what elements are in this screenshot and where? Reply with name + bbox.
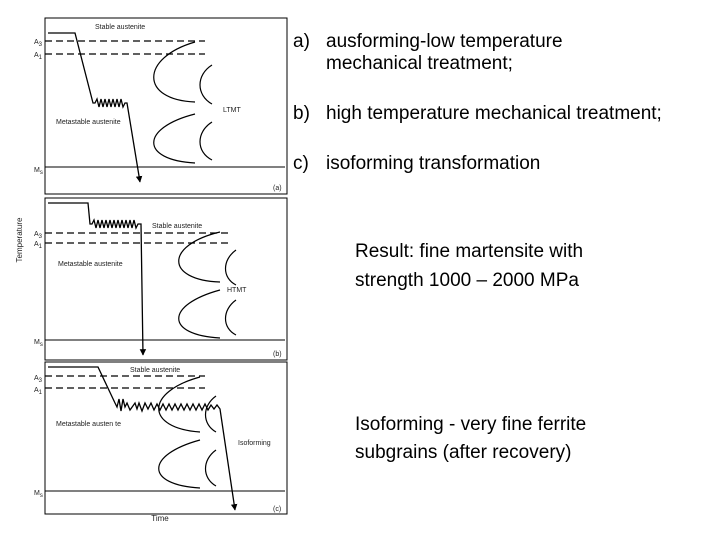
panel-b-cooling-path <box>48 202 147 356</box>
panel-b-meta-label: Metastable austenite <box>58 261 123 268</box>
panel-a-c-curve-inner-2 <box>199 121 213 161</box>
panel-b-ms: Ms <box>34 339 43 348</box>
panel-a-meta-label: Metastable austenite <box>56 119 121 126</box>
list-item-c-line1: isoforming transformation <box>326 153 541 174</box>
y-axis-label: Temperature <box>15 217 24 262</box>
panel-a-c-curve-outer-1 <box>153 41 196 103</box>
list-item-b: b) high temperature mechanical treatment… <box>293 103 662 125</box>
list-item-c-letter: c) <box>293 153 309 174</box>
panel-c-c-curve-inner-2 <box>204 449 217 487</box>
panel-c-a1: A1 <box>34 387 43 396</box>
isoforming-line2: subgrains (after recovery) <box>355 442 572 463</box>
list-item-c: c) isoforming transformation <box>293 153 662 175</box>
panel-b-a1: A1 <box>34 241 43 250</box>
list-item-a-line1: ausforming-low temperature <box>326 31 563 52</box>
panel-a-a1: A1 <box>34 52 43 61</box>
panel-c-a3: A3 <box>34 375 43 384</box>
panel-b-tag: (b) <box>273 351 282 358</box>
panel-a-process-label: LTMT <box>223 107 241 114</box>
panel-c-process-label: Isoforming <box>238 440 271 447</box>
panel-b: Stable austenite A3 A1 Ms Metastable aus… <box>34 197 288 361</box>
x-axis-label: Time <box>151 514 169 523</box>
panel-a-cooling-path <box>48 32 143 183</box>
panel-c-cooling-path <box>48 366 238 511</box>
panel-c-c-curve-inner-1 <box>204 395 217 433</box>
list-item-a-letter: a) <box>293 31 310 52</box>
panel-b-a3: A3 <box>34 231 43 240</box>
ttt-diagram: Temperature Time Stable austenite A3 A1 … <box>15 17 288 523</box>
list-item-a-line2: mechanical treatment; <box>326 53 513 74</box>
result-line1: Result: fine martensite with <box>355 241 584 262</box>
panel-a-ms: Ms <box>34 167 43 176</box>
result-line2: strength 1000 – 2000 MPa <box>355 270 579 291</box>
panel-b-process-label: HTMT <box>227 287 247 294</box>
process-list: a) ausforming-low temperature mechanical… <box>293 31 662 175</box>
list-item-b-letter: b) <box>293 103 310 124</box>
panel-a-c-curve-outer-2 <box>153 113 196 164</box>
panel-a-a3: A3 <box>34 39 43 48</box>
panel-b-c-curve-outer-1 <box>178 231 221 283</box>
panel-c-top-label: Stable austenite <box>130 367 180 374</box>
panel-b-c-curve-inner-1 <box>224 249 237 286</box>
panel-a: Stable austenite A3 A1 Ms Metastable aus… <box>34 17 288 195</box>
result-text: Result: fine martensite with strength 10… <box>355 237 583 295</box>
isoforming-line1: Isoforming - very fine ferrite <box>355 414 587 435</box>
panel-b-c-curve-inner-2 <box>224 299 237 336</box>
panel-b-top-label: Stable austenite <box>152 223 202 230</box>
panel-c-tag: (c) <box>273 506 281 513</box>
list-item-a: a) ausforming-low temperature mechanical… <box>293 31 662 75</box>
list-item-b-line1: high temperature mechanical treatment; <box>326 103 662 124</box>
panel-c-c-curve-outer-2 <box>158 439 201 489</box>
isoforming-text: Isoforming - very fine ferrite subgrains… <box>355 411 586 467</box>
panel-c-meta-label: Metastable austen te <box>56 421 121 428</box>
panel-c-ms: Ms <box>34 490 43 499</box>
panel-a-tag: (a) <box>273 185 282 192</box>
panel-c: Stable austenite A3 A1 Ms Metastable aus… <box>34 361 288 515</box>
panel-a-c-curve-inner-1 <box>199 64 213 105</box>
panel-b-c-curve-outer-2 <box>178 289 221 339</box>
panel-a-top-label: Stable austenite <box>95 24 145 31</box>
